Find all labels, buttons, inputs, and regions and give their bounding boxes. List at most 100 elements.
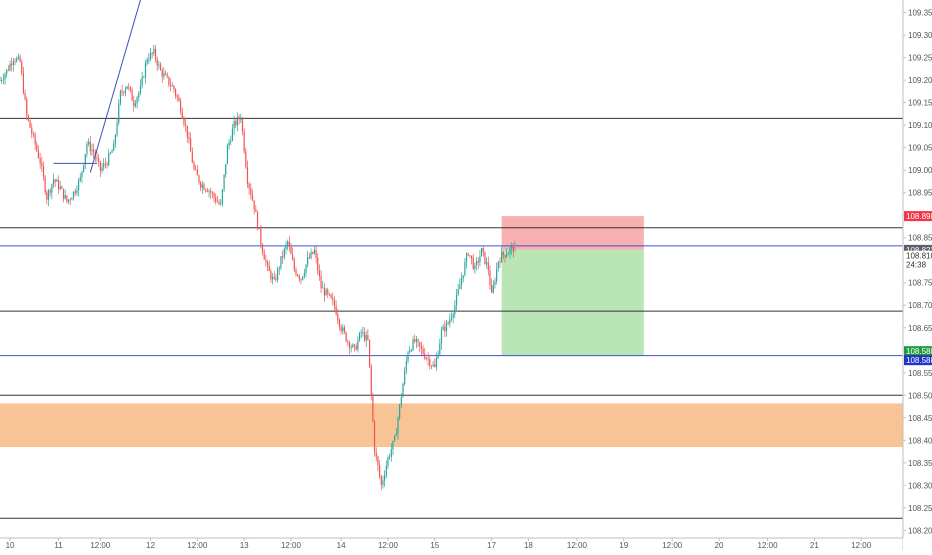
candle-body: [303, 272, 305, 277]
candle-body: [492, 285, 494, 293]
reward-zone[interactable]: [501, 249, 644, 356]
candle-body: [218, 202, 220, 204]
target-price-badge: [904, 346, 932, 357]
candle-body: [131, 90, 133, 101]
demand-zone[interactable]: [0, 403, 903, 448]
candle-body: [161, 70, 163, 77]
candle-body: [193, 162, 195, 170]
candle-body: [128, 86, 130, 87]
candle-body: [208, 191, 210, 193]
candle-body: [0, 80, 1, 81]
candle-body: [251, 195, 254, 201]
x-tick-label: 18: [524, 541, 533, 550]
x-tick-label: 13: [240, 541, 249, 550]
candle-body: [141, 77, 143, 86]
candle-body: [287, 241, 289, 245]
candle-body: [424, 353, 426, 359]
candle-body: [74, 191, 76, 193]
candle-body: [372, 394, 374, 422]
x-tick-label: 12:00: [758, 541, 779, 550]
candle-body: [36, 144, 38, 151]
candle-body: [323, 287, 326, 296]
candle-body: [103, 163, 105, 168]
candle-body: [118, 103, 120, 124]
candle-body: [265, 259, 267, 262]
candle-body: [52, 179, 55, 185]
candle-body: [402, 384, 404, 398]
x-tick-label: 12:00: [378, 541, 399, 550]
candle-body: [256, 211, 259, 229]
candle-body: [191, 151, 193, 163]
candle-body: [358, 332, 361, 341]
candle-body: [489, 270, 491, 285]
x-tick-label: 12:00: [662, 541, 683, 550]
candle-body: [469, 255, 471, 256]
current-price-badge: [904, 244, 932, 255]
candle-body: [407, 352, 409, 362]
candle-body: [69, 199, 71, 201]
candle-body: [153, 48, 155, 54]
candle-body: [62, 188, 65, 199]
candle-body: [442, 326, 444, 331]
candle-body: [98, 158, 100, 162]
candle-body: [496, 268, 498, 282]
candle-body: [236, 117, 239, 126]
candle-body: [81, 171, 83, 178]
y-tick-label: 108.450: [908, 414, 932, 423]
candle-body: [499, 261, 501, 263]
candle-body: [387, 457, 389, 466]
y-tick-label: 108.250: [908, 504, 932, 513]
candle-body: [293, 259, 295, 270]
candle-body: [502, 252, 504, 255]
rising-trendline[interactable]: [89, 0, 141, 173]
candle-body: [454, 305, 456, 315]
candle-body: [335, 305, 337, 315]
candle-body: [44, 176, 46, 193]
candle-body: [315, 249, 317, 258]
candle-body: [210, 191, 212, 194]
candle-body: [169, 84, 172, 87]
candle-body: [79, 177, 81, 181]
candle-body: [465, 253, 468, 263]
candle-body: [46, 192, 48, 200]
candle-body: [332, 298, 334, 300]
candle-body: [136, 97, 138, 104]
candle-body: [114, 135, 116, 144]
candle-body: [298, 276, 300, 279]
x-tick-label: 12:00: [281, 541, 302, 550]
candle-body: [16, 58, 18, 62]
candle-body: [367, 335, 369, 340]
y-tick-label: 108.500: [908, 391, 932, 400]
candle-body: [455, 294, 458, 306]
candle-body: [171, 85, 173, 87]
y-tick-label: 109.100: [908, 121, 932, 130]
candle-body: [7, 69, 9, 71]
candle-body: [126, 86, 128, 90]
x-tick-label: 11: [54, 541, 63, 550]
current-price-badge-text: 108.823: [906, 246, 932, 255]
candle-body: [444, 326, 446, 332]
y-tick-label: 108.300: [908, 481, 932, 490]
candle-body: [84, 153, 86, 165]
candle-body: [501, 252, 503, 263]
candle-body: [285, 244, 287, 249]
candle-body: [288, 241, 290, 247]
candle-body: [198, 175, 200, 183]
candle-body: [173, 85, 175, 90]
candle-body: [415, 339, 417, 342]
candle-body: [9, 63, 11, 71]
bid-price-badge-text: 108.810: [906, 252, 932, 261]
candle-body: [104, 163, 106, 165]
candle-body: [430, 365, 433, 367]
bid-price-badge: [904, 250, 932, 261]
blue-line-price-badge: [904, 355, 932, 366]
candle-body: [297, 274, 299, 277]
candle-body: [347, 341, 349, 343]
candle-body: [412, 339, 414, 351]
risk-zone[interactable]: [501, 216, 644, 250]
candle-body: [61, 186, 63, 189]
candle-body: [116, 123, 118, 136]
candle-body: [233, 120, 235, 129]
